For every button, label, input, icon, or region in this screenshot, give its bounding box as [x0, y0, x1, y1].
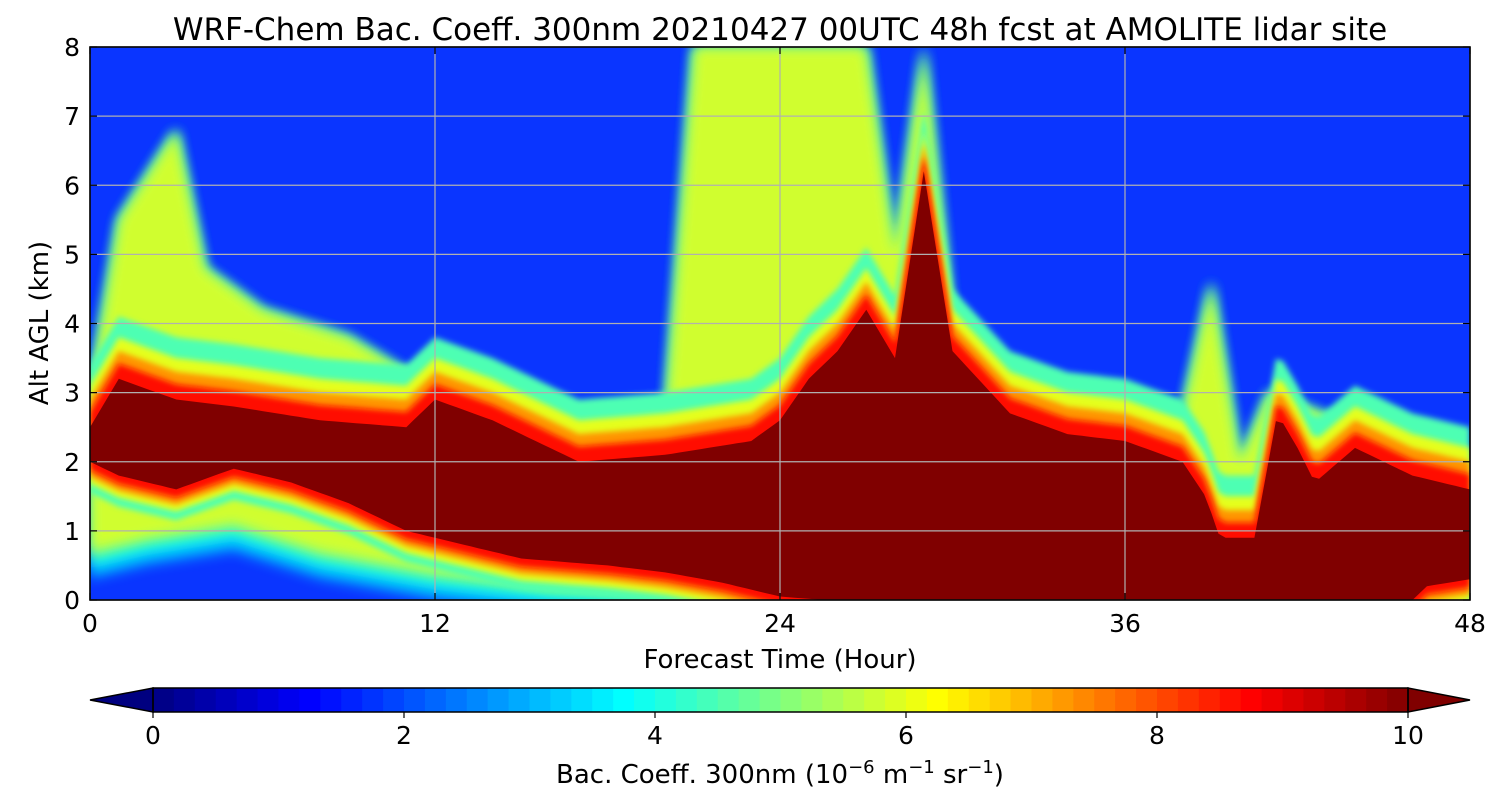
colorbar-segment [1177, 688, 1200, 712]
colorbar-segment [153, 688, 175, 712]
colorbar-segment [383, 688, 405, 712]
colorbar-segment [466, 688, 489, 712]
colorbar-segment [864, 688, 886, 712]
colorbar-segment [592, 688, 614, 712]
y-tick-label: 1 [64, 517, 80, 546]
colorbar-segment [1031, 688, 1054, 712]
y-tick-label: 5 [64, 240, 80, 269]
colorbar-segment [320, 688, 342, 712]
colorbar-segment [780, 688, 803, 712]
colorbar-segment [1387, 688, 1409, 712]
colorbar-segment [173, 688, 196, 712]
colorbar-segment [445, 688, 468, 712]
colorbar-segment [1052, 688, 1074, 712]
colorbar: 0 2 4 6 8 10 [89, 687, 1471, 750]
colorbar-tick-label: 0 [145, 721, 161, 750]
colorbar-segment [1366, 688, 1388, 712]
colorbar-segment [257, 688, 280, 712]
colorbar-label-exp1: −6 [848, 757, 875, 778]
colorbar-segment [926, 688, 949, 712]
colorbar-label-exp2: −1 [908, 757, 935, 778]
y-tick-label: 6 [64, 171, 80, 200]
colorbar-frame [152, 687, 1409, 713]
colorbar-segment [1115, 688, 1137, 712]
colorbar-segment [1094, 688, 1116, 712]
colorbar-segment [194, 688, 217, 712]
colorbar-segment [278, 688, 301, 712]
colorbar-segment [341, 688, 363, 712]
colorbar-segment [947, 688, 970, 712]
colorbar-segment [843, 688, 865, 712]
colorbar-segment [404, 688, 426, 712]
x-tick-label: 24 [764, 609, 796, 638]
colorbar-tick-label: 6 [898, 721, 914, 750]
x-tick-label: 12 [419, 609, 451, 638]
chart-title: WRF-Chem Bac. Coeff. 300nm 20210427 00UT… [173, 12, 1387, 48]
y-tick-label: 3 [64, 379, 80, 408]
y-axis-label: Alt AGL (km) [25, 241, 55, 405]
colorbar-label: Bac. Coeff. 300nm (10−6 m−1 sr−1) [556, 757, 1004, 790]
colorbar-segment [1136, 688, 1158, 712]
colorbar-tick-label: 10 [1392, 721, 1424, 750]
colorbar-segment [215, 688, 238, 712]
colorbar-segment [487, 688, 510, 712]
colorbar-tick-label: 2 [396, 721, 412, 750]
colorbar-segment [1303, 688, 1325, 712]
x-axis: 0 12 24 36 48 [82, 47, 1486, 638]
colorbar-segment [1324, 688, 1346, 712]
colorbar-tick-label: 4 [647, 721, 663, 750]
x-tick-label: 0 [82, 609, 98, 638]
colorbar-segment [717, 688, 740, 712]
colorbar-segment [362, 688, 384, 712]
colorbar-label-prefix: Bac. Coeff. 300nm (10 [556, 760, 848, 790]
colorbar-segment [1198, 688, 1221, 712]
colorbar-label-mid: m [875, 760, 909, 790]
colorbar-label-exp3: −1 [967, 757, 994, 778]
x-tick-label: 36 [1109, 609, 1141, 638]
colorbar-extend-min [89, 687, 154, 713]
colorbar-segment [299, 688, 321, 712]
colorbar-segment [675, 688, 698, 712]
colorbar-segment [822, 688, 844, 712]
colorbar-segment [529, 688, 552, 712]
x-axis-label: Forecast Time (Hour) [643, 645, 916, 675]
colorbar-label-suffix: ) [994, 760, 1004, 790]
colorbar-segment [1345, 688, 1367, 712]
colorbar-segment [613, 688, 635, 712]
y-axis: 0 1 2 3 4 5 6 7 8 [64, 33, 1470, 615]
colorbar-segment [655, 688, 677, 712]
colorbar-segment [989, 688, 1012, 712]
colorbar-segment [1282, 688, 1305, 712]
y-tick-label: 8 [64, 33, 80, 62]
colorbar-segment [1240, 688, 1263, 712]
colorbar-segment [571, 688, 593, 712]
colorbar-extend-max [1407, 687, 1471, 713]
colorbar-segment [801, 688, 823, 712]
colorbar-segment [236, 688, 259, 712]
colorbar-segment [634, 688, 656, 712]
y-tick-label: 7 [64, 102, 80, 131]
colorbar-tick-label: 8 [1149, 721, 1165, 750]
colorbar-segment [1219, 688, 1242, 712]
colorbar-segment [1010, 688, 1033, 712]
colorbar-segment [1073, 688, 1095, 712]
colorbar-segment [696, 688, 719, 712]
colorbar-segment [550, 688, 572, 712]
y-tick-label: 4 [64, 310, 80, 339]
colorbar-segment [968, 688, 991, 712]
colorbar-segment [1261, 688, 1284, 712]
colorbar-segment [759, 688, 782, 712]
x-tick-label: 48 [1454, 609, 1486, 638]
colorbar-segment [885, 688, 907, 712]
colorbar-segment [906, 688, 928, 712]
colorbar-segment [738, 688, 761, 712]
colorbar-segment [1157, 688, 1179, 712]
colorbar-segment [424, 688, 447, 712]
colorbar-segment [508, 688, 531, 712]
colorbar-label-mid2: sr [935, 760, 968, 790]
y-tick-label: 0 [64, 586, 80, 615]
y-tick-label: 2 [64, 448, 80, 477]
